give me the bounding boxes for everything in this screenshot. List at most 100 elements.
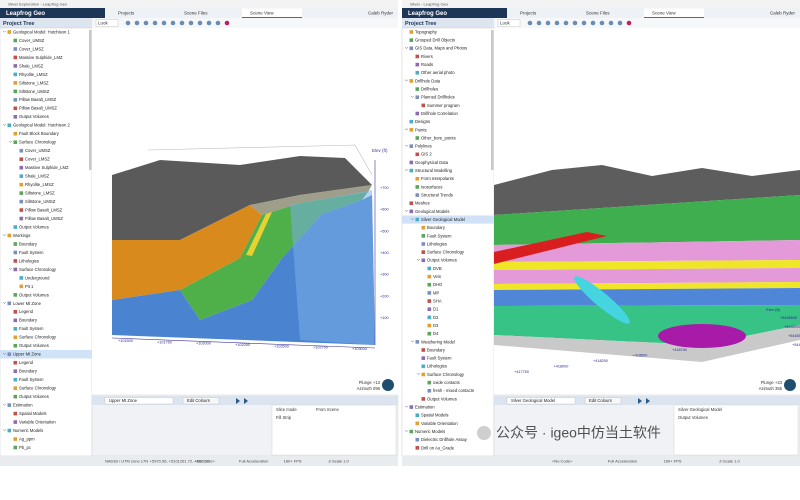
tree-item[interactable]: Output Volumes [19, 224, 49, 229]
toolbar-icon[interactable] [608, 20, 614, 26]
tree-expander[interactable] [410, 340, 415, 343]
tree-item[interactable]: Surface Chronology [427, 250, 465, 255]
tree-item[interactable]: Surface Chronology [19, 386, 57, 391]
tree-item[interactable]: Estimation [415, 404, 435, 409]
tree-item[interactable]: Surface Chronology [19, 335, 57, 340]
tab[interactable]: Scene View [250, 10, 274, 15]
toolbar-icon[interactable] [563, 20, 569, 26]
tree-item[interactable]: Geological Model: Hutchison 1 [13, 29, 70, 34]
tree-item[interactable]: Summer program [427, 103, 460, 108]
tree-item[interactable]: Workings [13, 233, 30, 238]
tree-item[interactable]: Geological Models [415, 209, 449, 214]
edit-colours-button[interactable]: Edit Colours [589, 398, 612, 403]
tree-expander[interactable] [404, 405, 409, 408]
tree-item[interactable]: Drill on Au_Grade [421, 445, 455, 450]
tree-item[interactable]: Lithologies [427, 364, 447, 369]
tree-item[interactable]: Variable Orientation [19, 419, 56, 424]
shape-item[interactable]: Upper Mt Zone [109, 398, 138, 403]
tree-item[interactable]: Cover_UMSZ [19, 38, 45, 43]
tree-item[interactable]: SHA [433, 298, 442, 303]
tree-item[interactable]: Geological Model: Hutchison 2 [13, 123, 70, 128]
toolbar-icon[interactable] [626, 20, 632, 26]
tree-item[interactable]: D1 [433, 307, 439, 312]
tree-item[interactable]: Shale_LMSZ [25, 174, 50, 179]
tree-item[interactable]: Estimation [13, 403, 33, 408]
tree-item[interactable]: GIS 2 [421, 152, 432, 157]
tree-item[interactable]: Rhyolite_LMSZ [25, 182, 54, 187]
tree-item[interactable]: Spatial Models [19, 411, 46, 416]
tree-item[interactable]: Isosurfaces [421, 184, 442, 189]
toolbar-icon[interactable] [581, 20, 587, 26]
tree-expander[interactable] [404, 169, 409, 172]
tree-item[interactable]: Form Interpolants [421, 176, 454, 181]
tree-item[interactable]: Siltstone_LMSZ [25, 191, 55, 196]
tree-expander[interactable] [404, 46, 409, 49]
tree-item[interactable]: Underground [25, 275, 50, 280]
shape-item[interactable]: Silver Geological Model [511, 398, 555, 403]
tree-item[interactable]: fresh - mixed contacts [433, 388, 474, 393]
tree-item[interactable]: oxide contacts [433, 380, 460, 385]
tree-expander[interactable] [2, 403, 7, 406]
tree-item[interactable]: Siltstone_UMSZ [19, 89, 50, 94]
tree-item[interactable]: Variable Orientation [421, 421, 458, 426]
tab[interactable]: Projects [520, 10, 537, 15]
tree-item[interactable]: MP [433, 290, 439, 295]
tree-expander[interactable] [404, 144, 409, 147]
toolbar-icon[interactable] [572, 20, 578, 26]
tree-item[interactable]: Output Volumes [427, 396, 457, 401]
toolbar-icon[interactable] [197, 20, 203, 26]
tree-item[interactable]: D2 [433, 315, 439, 320]
tree-expander[interactable] [410, 95, 415, 98]
tree-item[interactable]: Lower Mt Zone [13, 301, 42, 306]
tree-item[interactable]: Dielectric Drillhole Assay [421, 437, 468, 442]
tree-item[interactable]: Roads [421, 62, 433, 67]
tree-item[interactable]: Legend [19, 360, 34, 365]
tree-item[interactable]: Fault System [19, 326, 44, 331]
tree-item[interactable]: Weathering Model [421, 339, 455, 344]
tree-item[interactable]: Structural Trends [421, 192, 453, 197]
tree-expander[interactable] [2, 429, 7, 432]
tree-expander[interactable] [2, 234, 7, 237]
tree-item[interactable]: Lithologies [19, 258, 39, 263]
tree-item[interactable]: Cover_LMSZ [19, 46, 44, 51]
tree-expander[interactable] [8, 267, 13, 270]
tree-item[interactable]: Rivers [421, 54, 433, 59]
tree-item[interactable]: Drillholes [421, 86, 438, 91]
toolbar-icon[interactable] [554, 20, 560, 26]
tree-item[interactable]: Output Volumes [19, 394, 49, 399]
tree-item[interactable]: Other aerial photo [421, 70, 455, 75]
toolbar-icon[interactable] [224, 20, 230, 26]
toolbar-icon[interactable] [152, 20, 158, 26]
tree-item[interactable]: Boundary [19, 241, 38, 246]
tree-expander[interactable] [2, 30, 7, 33]
toolbar-icon[interactable] [536, 20, 542, 26]
tree-item[interactable]: Silver Geological Model [421, 217, 465, 222]
tree-item[interactable]: D3 [433, 323, 439, 328]
toolbar-icon[interactable] [143, 20, 149, 26]
tree-item[interactable]: Topography [415, 29, 438, 34]
tree-item[interactable]: Legend [19, 309, 34, 314]
tree-expander[interactable] [416, 372, 421, 376]
tree-item[interactable]: Designs [415, 119, 430, 124]
tree-item[interactable]: Output Volumes [427, 258, 457, 263]
tab[interactable]: Projects [118, 10, 135, 15]
tree-item[interactable]: Points [415, 127, 427, 132]
tree-item[interactable]: Ag_ppm [19, 436, 35, 441]
tree-item[interactable]: Meshes [415, 201, 430, 206]
tree-expander[interactable] [404, 128, 409, 131]
tree-expander[interactable] [404, 430, 409, 433]
tree-expander[interactable] [2, 123, 7, 126]
toolbar-icon[interactable] [206, 20, 212, 26]
toolbar-icon[interactable] [545, 20, 551, 26]
tree-item[interactable]: Boundary [19, 318, 38, 323]
look-button[interactable]: Look [98, 20, 109, 25]
play-controls[interactable] [638, 398, 650, 404]
tree-item[interactable]: D4 [433, 331, 439, 336]
toolbar-icon[interactable] [125, 20, 131, 26]
tree-item[interactable]: Upper Mt Zone [13, 352, 42, 357]
tree-item[interactable]: Siltstone_LMSZ [19, 80, 49, 85]
tree-item[interactable]: Fault Block Boundary [19, 131, 60, 136]
tree-item[interactable]: Numeric Models [13, 428, 43, 433]
tree-item[interactable]: Boundary [427, 347, 446, 352]
toolbar-icon[interactable] [188, 20, 194, 26]
